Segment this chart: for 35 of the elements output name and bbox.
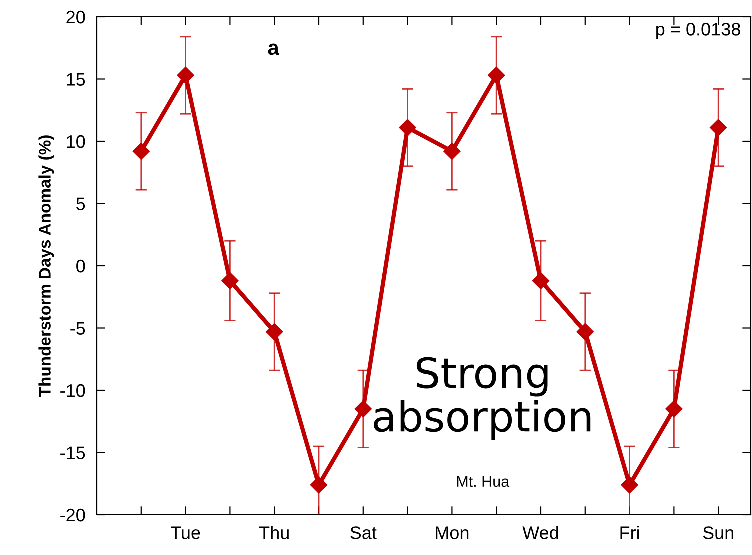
x-tick-label: Fri <box>620 526 640 540</box>
x-tick-label: Sat <box>350 526 377 540</box>
point <box>310 476 328 494</box>
y-tick-label: -10 <box>60 384 86 398</box>
x-tick-label: Tue <box>170 526 200 540</box>
y-tick-label: -20 <box>60 508 86 522</box>
y-tick-label: 15 <box>67 73 86 86</box>
y-axis-title: Thunderstorm Days Anomaly (%) <box>38 136 54 397</box>
point <box>177 66 194 84</box>
annotation: a <box>268 44 280 56</box>
point <box>222 272 239 290</box>
x-tick-label: Sun <box>703 526 734 540</box>
x-tick-label: Mon <box>436 526 469 540</box>
point <box>444 142 461 160</box>
y-tick-label: -15 <box>60 446 86 460</box>
point <box>666 400 683 418</box>
point <box>532 272 550 290</box>
point <box>621 476 638 494</box>
y-tick-label: 10 <box>67 135 86 148</box>
x-tick-label: Wed <box>522 526 558 540</box>
y-tick-label: 20 <box>66 10 86 24</box>
annotation: Mt. Hua <box>457 476 510 488</box>
annotation: p = 0.0138 <box>656 23 740 40</box>
y-tick-label: 0 <box>76 260 86 273</box>
x-tick-label: Thu <box>259 526 289 540</box>
point <box>488 66 506 84</box>
point <box>576 323 594 341</box>
annotation: Strong absorption <box>374 357 591 440</box>
y-tick-label: -5 <box>70 322 86 335</box>
point <box>399 119 416 136</box>
y-tick-label: 5 <box>76 198 86 210</box>
point <box>132 142 150 160</box>
point <box>354 400 372 418</box>
point <box>266 323 284 341</box>
point <box>710 119 728 136</box>
